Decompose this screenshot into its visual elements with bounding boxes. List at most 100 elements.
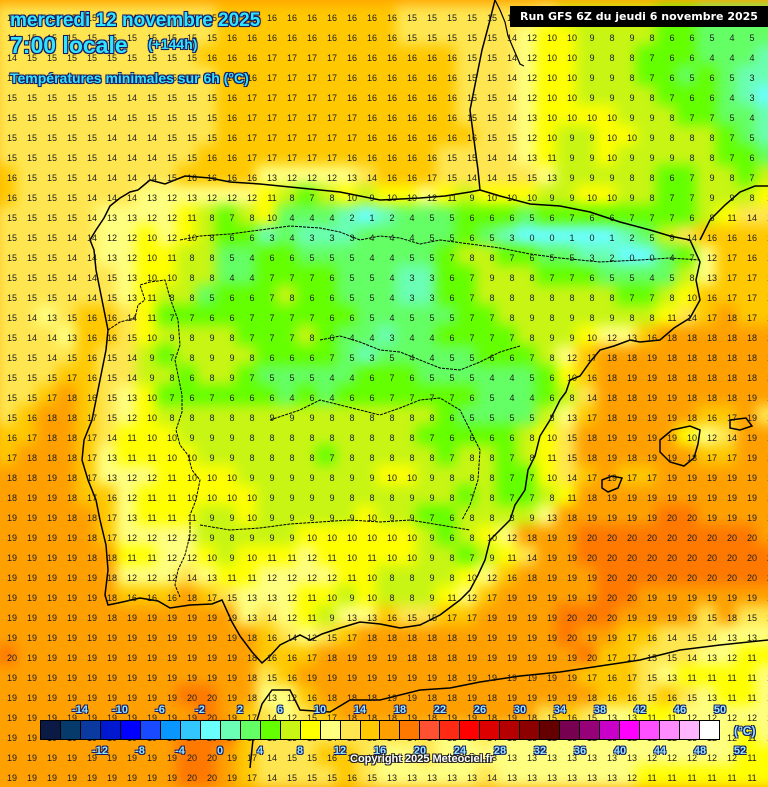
grid-value: 8 [569, 293, 575, 303]
grid-value: 18 [666, 373, 677, 383]
grid-value: 19 [146, 773, 157, 783]
heatmap-cell [556, 65, 578, 87]
grid-value: 7 [509, 453, 515, 463]
grid-value: 19 [706, 493, 717, 503]
grid-value: 15 [6, 293, 17, 303]
grid-value: 8 [329, 433, 335, 443]
grid-value: 18 [706, 373, 717, 383]
grid-value: 6 [229, 313, 235, 323]
grid-value: 15 [6, 153, 17, 163]
grid-value: 4 [509, 373, 515, 383]
grid-value: 14 [106, 113, 117, 123]
grid-value: 19 [686, 593, 697, 603]
grid-value: 16 [286, 653, 297, 663]
grid-value: 19 [646, 353, 657, 363]
grid-value: 17 [626, 633, 637, 643]
grid-value: 20 [646, 573, 657, 583]
grid-value: 19 [686, 493, 697, 503]
grid-value: 13 [406, 773, 417, 783]
grid-value: 16 [406, 53, 417, 63]
grid-value: 9 [329, 493, 335, 503]
grid-value: 13 [146, 193, 157, 203]
grid-value: 17 [266, 133, 277, 143]
grid-value: 8 [369, 433, 375, 443]
grid-value: 9 [569, 313, 575, 323]
grid-value: 7 [629, 213, 635, 223]
grid-value: 15 [446, 153, 457, 163]
heatmap-cell [16, 45, 38, 67]
grid-value: 10 [606, 153, 617, 163]
grid-value: 9 [589, 93, 595, 103]
grid-value: 15 [286, 773, 297, 783]
legend-swatch [300, 721, 321, 739]
grid-value: 14 [506, 53, 517, 63]
grid-value: 7 [409, 393, 415, 403]
grid-value: 8 [509, 313, 515, 323]
grid-value: 8 [289, 453, 295, 463]
grid-value: 19 [226, 673, 237, 683]
grid-value: 18 [406, 653, 417, 663]
grid-value: 7 [689, 113, 695, 123]
grid-value: 18 [606, 353, 617, 363]
grid-value: 8 [489, 293, 495, 303]
grid-value: 19 [366, 653, 377, 663]
color-scale-legend [40, 720, 720, 740]
grid-value: 6 [329, 273, 335, 283]
grid-value: 18 [86, 553, 97, 563]
grid-value: 20 [746, 553, 757, 563]
grid-value: 5 [489, 393, 495, 403]
grid-value: 19 [486, 613, 497, 623]
grid-value: 10 [686, 293, 697, 303]
grid-value: 18 [186, 593, 197, 603]
heatmap-cell [96, 5, 118, 27]
grid-value: 8 [469, 253, 475, 263]
grid-value: 7 [469, 273, 475, 283]
grid-value: 19 [26, 613, 37, 623]
heatmap-cell [116, 105, 138, 127]
grid-value: 9 [762, 173, 768, 183]
grid-value: 10 [226, 493, 237, 503]
grid-value: 10 [386, 553, 397, 563]
grid-value: 20 [726, 573, 737, 583]
legend-tick-bottom: -12 [92, 745, 108, 757]
grid-value: 19 [546, 613, 557, 623]
grid-value: 18 [66, 513, 77, 523]
grid-value: 18 [66, 413, 77, 423]
heatmap-cell [556, 125, 578, 147]
grid-value: 19 [226, 773, 237, 783]
grid-value: 20 [626, 533, 637, 543]
grid-value: 7 [449, 453, 455, 463]
heatmap-cell [116, 65, 138, 87]
grid-value: 8 [749, 193, 755, 203]
grid-value: 9 [229, 353, 235, 363]
forecast-date: mercredi 12 novembre 2025 [10, 10, 261, 31]
grid-value: 19 [606, 493, 617, 503]
legend-swatch [240, 721, 261, 739]
grid-value: 9 [529, 313, 535, 323]
grid-value: 12 [726, 653, 737, 663]
grid-value: 19 [46, 653, 57, 663]
grid-value: 19 [506, 613, 517, 623]
grid-value: 13 [526, 153, 537, 163]
grid-value: 19 [506, 653, 517, 663]
grid-value: 9 [209, 533, 215, 543]
grid-value: 11 [287, 553, 297, 563]
grid-value: 9 [589, 73, 595, 83]
grid-value: 9 [569, 333, 575, 343]
grid-value: 6 [409, 373, 415, 383]
grid-value: 16 [346, 773, 357, 783]
grid-value: 15 [506, 133, 517, 143]
grid-value: 19 [706, 473, 717, 483]
legend-swatch [520, 721, 541, 739]
grid-value: 19 [666, 593, 677, 603]
grid-value: 6 [589, 273, 595, 283]
grid-value: 20 [206, 693, 217, 703]
grid-value: 19 [46, 753, 57, 763]
grid-value: 4 [669, 253, 675, 263]
grid-value: 5 [349, 273, 355, 283]
grid-value: 10 [386, 473, 397, 483]
grid-value: 16 [306, 33, 317, 43]
heatmap-cell [736, 125, 758, 147]
grid-value: 20 [206, 773, 217, 783]
grid-value: 19 [566, 573, 577, 583]
